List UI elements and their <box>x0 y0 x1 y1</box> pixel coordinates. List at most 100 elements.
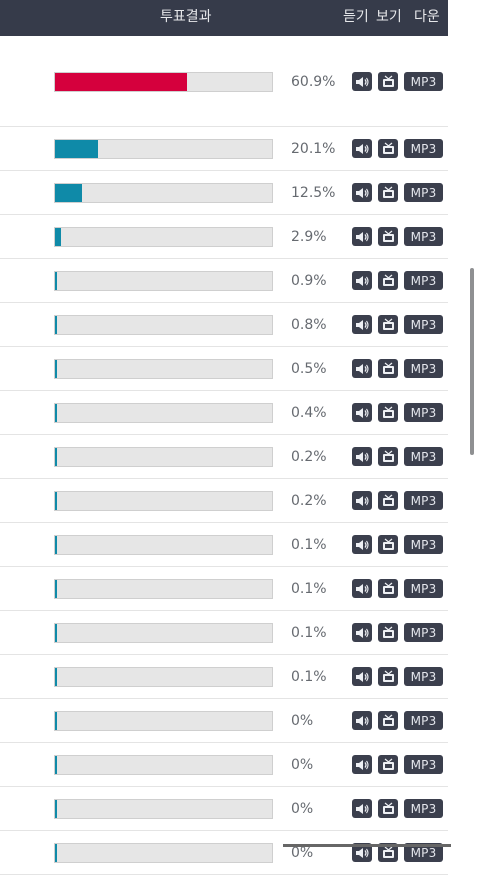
listen-button[interactable] <box>352 491 372 510</box>
mp3-label: MP3 <box>410 317 437 332</box>
watch-button[interactable] <box>378 227 398 246</box>
listen-button[interactable] <box>352 315 372 334</box>
mp3-download-button[interactable]: MP3 <box>404 711 443 730</box>
listen-button[interactable] <box>352 623 372 642</box>
vote-bar <box>54 447 273 467</box>
vote-bar-fill <box>55 624 57 642</box>
watch-button[interactable] <box>378 271 398 290</box>
vote-percent: 0% <box>291 757 314 773</box>
watch-button[interactable] <box>378 491 398 510</box>
header-result-label: 투표결과 <box>160 9 212 25</box>
vote-percent: 0% <box>291 845 314 861</box>
speaker-icon <box>356 495 369 506</box>
watch-button[interactable] <box>378 447 398 466</box>
listen-button[interactable] <box>352 227 372 246</box>
listen-button[interactable] <box>352 447 372 466</box>
mp3-label: MP3 <box>410 581 437 596</box>
mp3-label: MP3 <box>410 537 437 552</box>
vote-percent: 0.1% <box>291 537 327 553</box>
listen-button[interactable] <box>352 667 372 686</box>
result-row: 0.8% MP3 <box>0 303 448 347</box>
watch-button[interactable] <box>378 403 398 422</box>
watch-button[interactable] <box>378 711 398 730</box>
listen-button[interactable] <box>352 755 372 774</box>
mp3-download-button[interactable]: MP3 <box>404 579 443 598</box>
speaker-icon <box>356 407 369 418</box>
result-row: 0% MP3 <box>0 743 448 787</box>
mp3-download-button[interactable]: MP3 <box>404 623 443 642</box>
vote-bar <box>54 271 273 291</box>
result-row: 0.2% MP3 <box>0 479 448 523</box>
tv-icon <box>382 274 394 286</box>
header-watch-label: 보기 <box>376 9 402 25</box>
listen-button[interactable] <box>352 183 372 202</box>
speaker-icon <box>356 143 369 154</box>
watch-button[interactable] <box>378 799 398 818</box>
vote-bar-fill <box>55 448 57 466</box>
vote-bar <box>54 315 273 335</box>
mp3-download-button[interactable]: MP3 <box>404 227 443 246</box>
mp3-download-button[interactable]: MP3 <box>404 359 443 378</box>
watch-button[interactable] <box>378 359 398 378</box>
watch-button[interactable] <box>378 667 398 686</box>
mp3-download-button[interactable]: MP3 <box>404 799 443 818</box>
result-row: 0% MP3 <box>0 699 448 743</box>
mp3-download-button[interactable]: MP3 <box>404 183 443 202</box>
listen-button[interactable] <box>352 139 372 158</box>
mp3-download-button[interactable]: MP3 <box>404 447 443 466</box>
vote-percent: 0.9% <box>291 273 327 289</box>
mp3-download-button[interactable]: MP3 <box>404 315 443 334</box>
result-row: 0.5% MP3 <box>0 347 448 391</box>
watch-button[interactable] <box>378 139 398 158</box>
mp3-label: MP3 <box>410 273 437 288</box>
listen-button[interactable] <box>352 271 372 290</box>
tv-icon <box>382 582 394 594</box>
scrollbar[interactable] <box>470 268 474 455</box>
mp3-download-button[interactable]: MP3 <box>404 755 443 774</box>
watch-button[interactable] <box>378 579 398 598</box>
speaker-icon <box>356 627 369 638</box>
mp3-download-button[interactable]: MP3 <box>404 535 443 554</box>
listen-button[interactable] <box>352 359 372 378</box>
watch-button[interactable] <box>378 183 398 202</box>
mp3-download-button[interactable]: MP3 <box>404 139 443 158</box>
vote-bar-fill <box>55 756 57 774</box>
mp3-download-button[interactable]: MP3 <box>404 72 443 91</box>
tv-icon <box>382 714 394 726</box>
mp3-download-button[interactable]: MP3 <box>404 667 443 686</box>
listen-button[interactable] <box>352 535 372 554</box>
vote-bar <box>54 359 273 379</box>
mp3-download-button[interactable]: MP3 <box>404 271 443 290</box>
mp3-download-button[interactable]: MP3 <box>404 403 443 422</box>
vote-bar-fill <box>55 73 187 91</box>
speaker-icon <box>356 539 369 550</box>
tv-icon <box>382 538 394 550</box>
vote-bar <box>54 711 273 731</box>
watch-button[interactable] <box>378 623 398 642</box>
mp3-download-button[interactable]: MP3 <box>404 491 443 510</box>
vote-bar <box>54 139 273 159</box>
vote-percent: 0.5% <box>291 361 327 377</box>
watch-button[interactable] <box>378 315 398 334</box>
watch-button[interactable] <box>378 535 398 554</box>
vote-bar-fill <box>55 580 57 598</box>
vote-bar-fill <box>55 536 57 554</box>
vote-bar <box>54 535 273 555</box>
listen-button[interactable] <box>352 579 372 598</box>
vote-bar <box>54 491 273 511</box>
watch-button[interactable] <box>378 72 398 91</box>
vote-bar-fill <box>55 140 98 158</box>
vote-percent: 0.8% <box>291 317 327 333</box>
listen-button[interactable] <box>352 403 372 422</box>
mp3-label: MP3 <box>410 229 437 244</box>
vote-bar-fill <box>55 492 57 510</box>
listen-button[interactable] <box>352 72 372 91</box>
listen-button[interactable] <box>352 799 372 818</box>
listen-button[interactable] <box>352 711 372 730</box>
mp3-label: MP3 <box>410 74 437 89</box>
tv-icon <box>382 406 394 418</box>
watch-button[interactable] <box>378 755 398 774</box>
result-row: 20.1% MP3 <box>0 127 448 171</box>
tv-icon <box>382 318 394 330</box>
speaker-icon <box>356 759 369 770</box>
